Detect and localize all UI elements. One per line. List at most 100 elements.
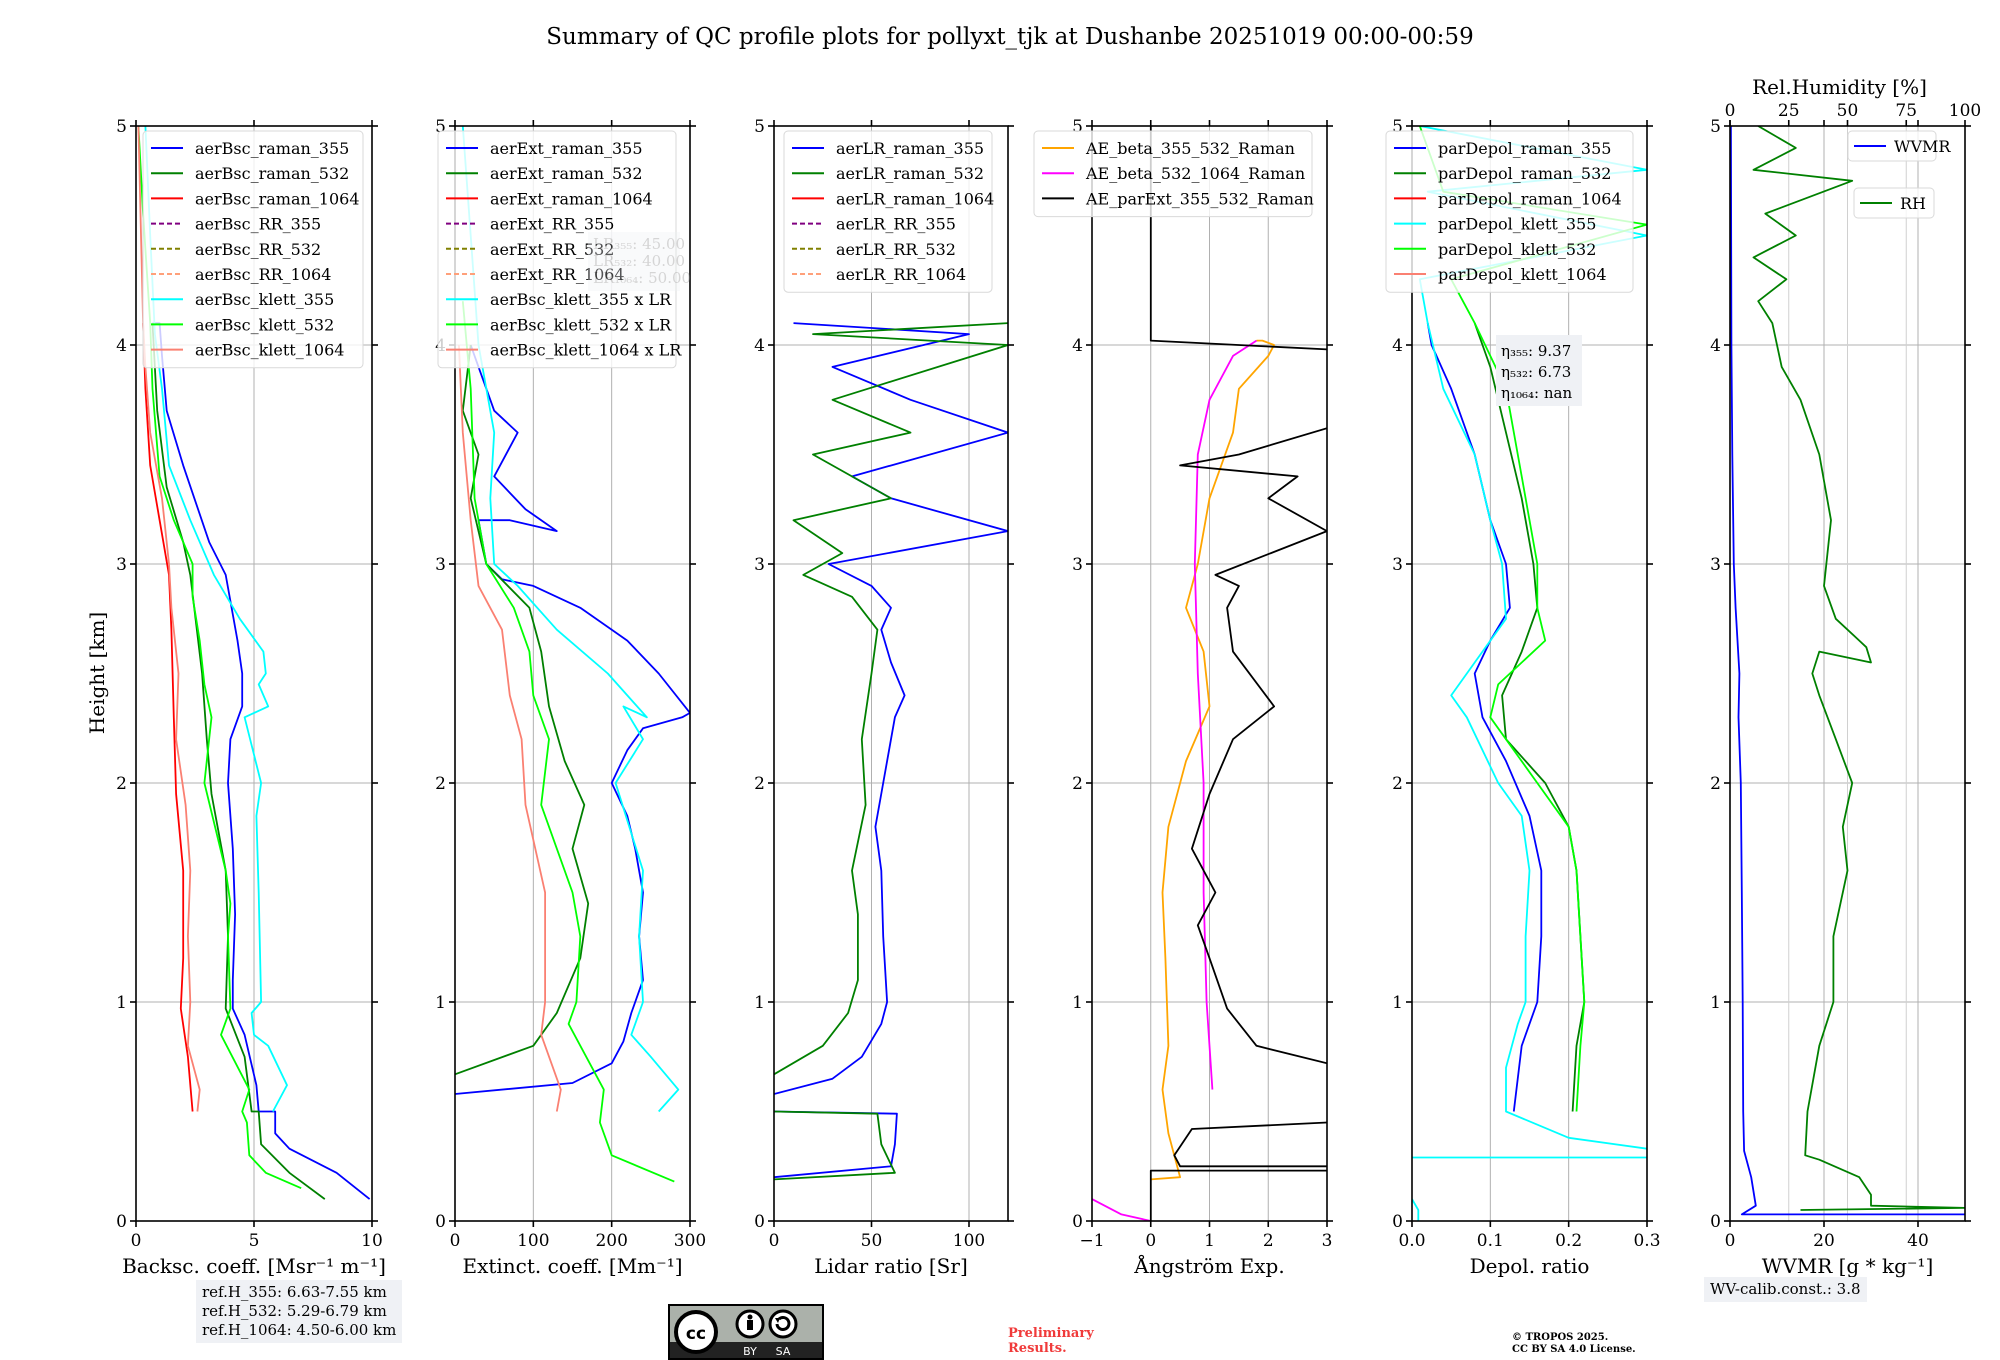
cc-license-badge: cc BY SA [668, 1304, 824, 1360]
legend-label: aerExt_RR_532 [490, 240, 614, 259]
annotation-line: η₃₅₅: 9.37 [1501, 342, 1571, 360]
legend-label: aerBsc_RR_355 [195, 215, 321, 234]
series-line-aerBsc_klett_532 [137, 126, 302, 1190]
legend-box [1385, 130, 1634, 293]
x-tick-label: 0 [769, 1231, 780, 1251]
legend-label: aerLR_RR_532 [836, 240, 956, 259]
annotation-line: η₁₀₆₄: nan [1501, 384, 1572, 402]
series-line-WVMR [1730, 126, 1965, 1216]
y-tick-label: 5 [1710, 117, 1721, 137]
y-tick-label: 0 [754, 1212, 765, 1232]
x-tick-label: 50 [861, 1231, 883, 1251]
legend-label: parDepol_klett_532 [1438, 240, 1596, 259]
legend-item: parDepol_raman_355 [1394, 139, 1611, 158]
preliminary-line-2: Results. [1008, 1341, 1067, 1356]
x-tick-label: 5 [249, 1231, 260, 1251]
legend-item: RH [1853, 187, 1935, 219]
y-tick-label: 2 [1392, 774, 1403, 794]
x-tick-label: 0 [131, 1231, 142, 1251]
legend-item: aerLR_raman_532 [792, 164, 984, 183]
x-tick-label: 0 [450, 1231, 461, 1251]
legend-item: AE_parExt_355_532_Raman [1042, 189, 1314, 208]
series-group-ext [455, 126, 690, 1183]
x-tick-label: 100 [517, 1231, 549, 1251]
wv-calibration-constant: WV-calib.const.: 3.8 [1710, 1280, 1861, 1298]
legend-ext: aerExt_raman_355 aerExt_raman_532 aerExt_r… [437, 130, 682, 369]
legend-item: aerBsc_klett_1064 x LR [446, 341, 682, 360]
legend-label: aerBsc_klett_1064 x LR [490, 341, 682, 360]
series-line-parDepol_klett_355_bottom [1412, 1198, 1420, 1221]
legend-label: aerLR_raman_532 [836, 164, 984, 183]
legend-item: aerBsc_raman_532 [151, 164, 349, 183]
legend-label: aerBsc_RR_532 [195, 240, 321, 259]
x-tick-label: 0.2 [1555, 1231, 1582, 1251]
x-tick-label: −1 [1079, 1231, 1104, 1251]
x-tick-label: 300 [674, 1231, 706, 1251]
y-tick-label: 4 [1710, 336, 1721, 356]
x-top-tick-label: 25 [1778, 101, 1800, 121]
legend-label: aerLR_RR_1064 [836, 265, 966, 284]
legend-item: aerLR_RR_355 [792, 215, 956, 234]
series-group-wv [1730, 126, 1965, 1216]
axes-frame-depol [1411, 125, 1648, 1222]
series-line-aerLR_raman_532 [774, 322, 1008, 1076]
x-tick-label: 0.0 [1398, 1231, 1425, 1251]
legend-label: aerBsc_klett_532 x LR [490, 315, 672, 334]
legend-item: aerExt_raman_1064 [446, 189, 653, 208]
legend-label: WVMR [1894, 137, 1951, 156]
x-tick-label: 0 [1725, 1231, 1736, 1251]
y-tick-label: 5 [754, 117, 765, 137]
y-tick-label: 3 [116, 555, 127, 575]
series-line-RH [1752, 126, 1965, 1211]
y-tick-label: 1 [1072, 993, 1083, 1013]
legend-label: aerExt_RR_355 [490, 215, 614, 234]
legend-item: parDepol_klett_355 [1394, 215, 1596, 234]
legend-item: aerLR_RR_1064 [792, 265, 966, 284]
legend-label: aerLR_RR_355 [836, 215, 956, 234]
wv-calibration-box: WV-calib.const.: 3.8 [1704, 1277, 1867, 1302]
legend-label: aerBsc_RR_1064 [195, 265, 331, 284]
series-line-aerBsc_klett_1064 [137, 126, 201, 1112]
legend-item: aerBsc_raman_1064 [151, 189, 360, 208]
legend-label: aerLR_raman_355 [836, 139, 984, 158]
legend-item: aerBsc_raman_355 [151, 139, 349, 158]
annotation-line: LR₁₀₆₄: 50.00 [593, 269, 691, 287]
x-tick-label: 100 [953, 1231, 985, 1251]
legend-label: AE_parExt_355_532_Raman [1085, 189, 1314, 208]
legend-item: aerLR_raman_355 [792, 139, 984, 158]
x-tick-label: 200 [595, 1231, 627, 1251]
y-tick-label: 1 [1710, 993, 1721, 1013]
legend-box [437, 130, 677, 369]
y-tick-label: 4 [754, 336, 765, 356]
series-line-aerBsc_klett_355 x LR [461, 126, 680, 1113]
x-top-tick-label: 50 [1837, 101, 1859, 121]
y-tick-label: 0 [435, 1212, 446, 1232]
cc-icon: cc [674, 1310, 718, 1354]
reference-height-box: ref.H_355: 6.63-7.55 km ref.H_532: 5.29-… [196, 1280, 403, 1343]
legend-label: aerBsc_klett_355 [195, 290, 334, 309]
legend-label: parDepol_raman_1064 [1438, 189, 1622, 208]
copyright-note: © TROPOS 2025. CC BY SA 4.0 License. [1512, 1332, 1636, 1356]
legend-label: AE_beta_355_532_Raman [1085, 139, 1295, 158]
legend-item: aerBsc_klett_1064 [151, 341, 344, 360]
ref-height-1064: ref.H_1064: 4.50-6.00 km [202, 1321, 397, 1339]
legend-item: parDepol_raman_1064 [1394, 189, 1622, 208]
series-line-AE_parExt_355_532_Raman [1149, 126, 1327, 1221]
annotation-box [588, 232, 680, 291]
legend-lr: aerLR_raman_355 aerLR_raman_532 aerLR_rama… [783, 130, 994, 293]
y-tick-label: 4 [1392, 336, 1403, 356]
y-tick-label: 2 [1710, 774, 1721, 794]
annotation-line: LR₅₃₂: 40.00 [593, 252, 685, 270]
legend-item: parDepol_raman_532 [1394, 164, 1611, 183]
annotation-line: η₅₃₂: 6.73 [1501, 363, 1571, 381]
attribution-icon [735, 1309, 765, 1339]
y-tick-label: 5 [1072, 117, 1083, 137]
y-tick-label: 5 [1392, 117, 1403, 137]
panel-depol: 0.0 0.1 0.2 0.3 0 1 2 3 4 5 Depol. ratio parDepol_r… [1385, 117, 1661, 1278]
legend-item: aerLR_RR_532 [792, 240, 956, 259]
x-axis-label: Extinct. coeff. [Mm⁻¹] [462, 1254, 682, 1278]
legend-item: aerBsc_RR_1064 [151, 265, 331, 284]
x-axis-label: WVMR [g * kg⁻¹] [1762, 1254, 1934, 1278]
legend-label: RH [1900, 194, 1926, 213]
